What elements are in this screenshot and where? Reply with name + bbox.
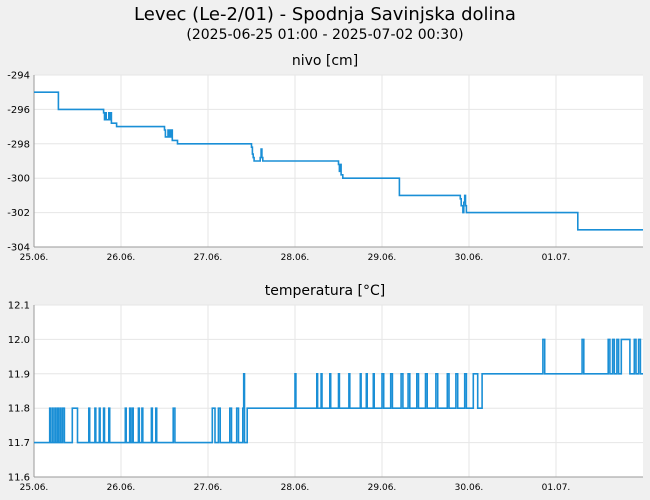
- x-tick-label: 01.07.: [542, 253, 571, 263]
- x-tick-label: 25.06.: [20, 483, 49, 493]
- y-tick-label: -294: [7, 71, 30, 82]
- y-tick-label: 12.0: [8, 335, 30, 346]
- y-tick-label: 12.1: [8, 301, 30, 312]
- x-tick-label: 26.06.: [107, 253, 136, 263]
- x-tick-label: 29.06.: [368, 483, 397, 493]
- y-tick-label: -300: [7, 174, 30, 185]
- x-tick-label: 28.06.: [281, 253, 310, 263]
- level-chart-title: nivo [cm]: [292, 53, 358, 69]
- y-tick-label: -302: [7, 208, 30, 219]
- y-tick-label: 11.7: [8, 438, 30, 449]
- series-line: [34, 338, 643, 444]
- y-tick-label: 11.6: [8, 473, 30, 484]
- x-tick-label: 27.06.: [194, 253, 223, 263]
- y-tick-label: -304: [7, 243, 30, 254]
- y-tick-label: 11.9: [8, 369, 30, 380]
- y-tick-label: -296: [7, 105, 30, 116]
- temperature-chart: temperatura [°C] 12.1 12.0 11.9 11.8 11.7 11.…: [8, 283, 643, 493]
- x-tick-label: 01.07.: [542, 483, 571, 493]
- temperature-chart-title: temperatura [°C]: [265, 283, 385, 299]
- x-tick-label: 25.06.: [20, 253, 49, 263]
- x-tick-label: 28.06.: [281, 483, 310, 493]
- series-line: [34, 91, 643, 231]
- x-tick-label: 30.06.: [455, 253, 484, 263]
- x-tick-label: 27.06.: [194, 483, 223, 493]
- y-tick-label: -298: [7, 139, 30, 150]
- date-range-subtitle: (2025-06-25 01:00 - 2025-07-02 00:30): [186, 27, 464, 43]
- x-tick-label: 26.06.: [107, 483, 136, 493]
- page-title: Levec (Le-2/01) - Spodnja Savinjska doli…: [134, 4, 516, 25]
- y-tick-label: 11.8: [8, 404, 30, 415]
- x-tick-label: 29.06.: [368, 253, 397, 263]
- level-chart: nivo [cm] -294 -296 -298 -300 -302 -30425.06.…: [7, 53, 643, 263]
- x-tick-label: 30.06.: [455, 483, 484, 493]
